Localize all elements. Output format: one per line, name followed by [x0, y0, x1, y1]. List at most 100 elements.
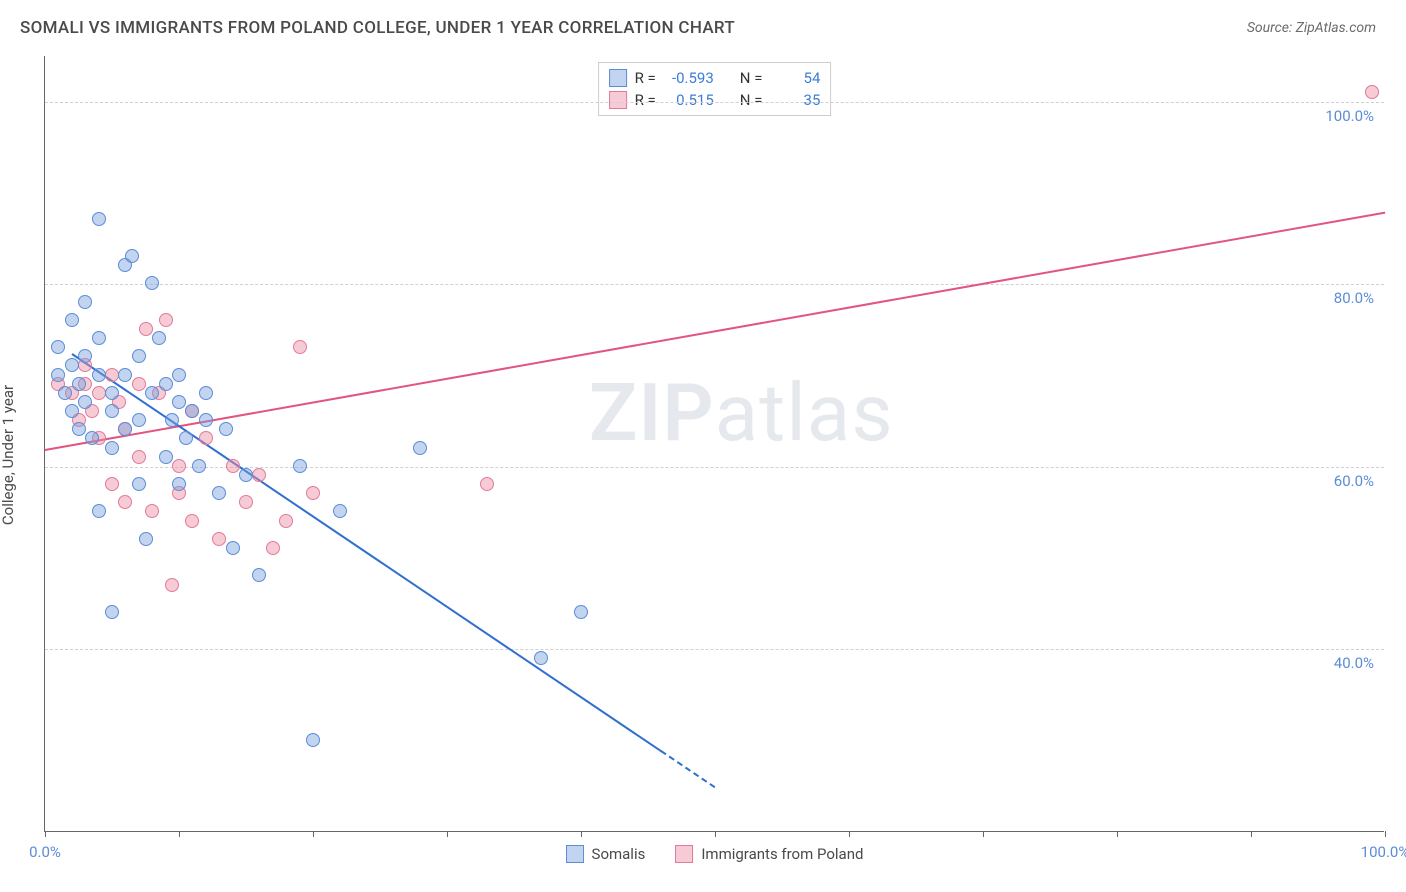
- data-point-somalis: [132, 477, 146, 491]
- swatch-poland-bottom: [675, 845, 693, 863]
- x-tick: [45, 831, 46, 837]
- data-point-somalis: [92, 331, 106, 345]
- legend-row-somalis: R = -0.593 N = 54: [609, 67, 821, 89]
- data-point-poland: [145, 504, 159, 518]
- data-point-poland: [226, 459, 240, 473]
- data-point-poland: [118, 495, 132, 509]
- data-point-somalis: [78, 349, 92, 363]
- data-point-poland: [92, 386, 106, 400]
- data-point-somalis: [65, 313, 79, 327]
- data-point-poland: [105, 368, 119, 382]
- data-point-poland: [105, 477, 119, 491]
- data-point-somalis: [199, 413, 213, 427]
- data-point-somalis: [92, 212, 106, 226]
- data-point-poland: [132, 450, 146, 464]
- x-tick-label: 0.0%: [29, 843, 61, 861]
- x-tick: [1385, 831, 1386, 837]
- n-value-poland: 35: [770, 91, 820, 109]
- swatch-somalis-bottom: [566, 845, 584, 863]
- data-point-somalis: [212, 486, 226, 500]
- chart-title: SOMALI VS IMMIGRANTS FROM POLAND COLLEGE…: [20, 18, 735, 38]
- data-point-somalis: [185, 404, 199, 418]
- y-tick-label: 100.0%: [1325, 107, 1374, 125]
- data-point-somalis: [145, 386, 159, 400]
- data-point-somalis: [105, 441, 119, 455]
- data-point-somalis: [139, 532, 153, 546]
- swatch-somalis: [609, 69, 627, 87]
- data-point-somalis: [65, 358, 79, 372]
- data-point-poland: [1365, 85, 1379, 99]
- swatch-poland: [609, 91, 627, 109]
- data-point-somalis: [58, 386, 72, 400]
- data-point-somalis: [92, 504, 106, 518]
- source-attribution: Source: ZipAtlas.com: [1247, 20, 1376, 36]
- x-tick: [715, 831, 716, 837]
- data-point-somalis: [199, 386, 213, 400]
- data-point-poland: [252, 468, 266, 482]
- data-point-poland: [159, 313, 173, 327]
- data-point-somalis: [159, 450, 173, 464]
- gridline: [45, 284, 1384, 285]
- data-point-somalis: [152, 331, 166, 345]
- data-point-poland: [239, 495, 253, 509]
- data-point-poland: [306, 486, 320, 500]
- data-point-somalis: [239, 468, 253, 482]
- n-value-somalis: 54: [770, 69, 820, 87]
- data-point-poland: [480, 477, 494, 491]
- data-point-somalis: [51, 340, 65, 354]
- data-point-somalis: [85, 431, 99, 445]
- data-point-somalis: [219, 422, 233, 436]
- data-point-somalis: [172, 477, 186, 491]
- data-point-poland: [199, 431, 213, 445]
- data-point-somalis: [165, 413, 179, 427]
- data-point-somalis: [105, 605, 119, 619]
- data-point-poland: [139, 322, 153, 336]
- data-point-somalis: [132, 413, 146, 427]
- y-tick-label: 60.0%: [1334, 472, 1374, 490]
- data-point-somalis: [105, 386, 119, 400]
- x-tick-label: 100.0%: [1361, 843, 1406, 861]
- y-axis-label: College, Under 1 year: [0, 385, 17, 525]
- legend-row-poland: R = 0.515 N = 35: [609, 89, 821, 111]
- data-point-poland: [266, 541, 280, 555]
- series-legend: Somalis Immigrants from Poland: [566, 845, 864, 863]
- r-value-poland: 0.515: [664, 91, 714, 109]
- x-tick: [447, 831, 448, 837]
- data-point-somalis: [118, 422, 132, 436]
- data-point-somalis: [413, 441, 427, 455]
- scatter-chart: ZIPatlas R = -0.593 N = 54 R = 0.515 N =…: [44, 56, 1384, 832]
- y-tick-label: 80.0%: [1334, 289, 1374, 307]
- data-point-somalis: [192, 459, 206, 473]
- trend-line: [661, 750, 716, 788]
- legend-item-poland: Immigrants from Poland: [675, 845, 863, 863]
- data-point-somalis: [172, 368, 186, 382]
- data-point-poland: [279, 514, 293, 528]
- data-point-somalis: [574, 605, 588, 619]
- data-point-somalis: [72, 377, 86, 391]
- data-point-somalis: [72, 422, 86, 436]
- data-point-poland: [293, 340, 307, 354]
- data-point-somalis: [92, 368, 106, 382]
- trend-line: [45, 211, 1385, 450]
- data-point-somalis: [333, 504, 347, 518]
- data-point-somalis: [252, 568, 266, 582]
- legend-item-somalis: Somalis: [566, 845, 646, 863]
- data-point-poland: [212, 532, 226, 546]
- y-tick-label: 40.0%: [1334, 654, 1374, 672]
- data-point-somalis: [145, 276, 159, 290]
- data-point-somalis: [65, 404, 79, 418]
- data-point-somalis: [293, 459, 307, 473]
- x-tick: [1251, 831, 1252, 837]
- data-point-somalis: [78, 395, 92, 409]
- x-tick: [849, 831, 850, 837]
- data-point-poland: [132, 377, 146, 391]
- trend-line: [71, 353, 662, 752]
- data-point-somalis: [226, 541, 240, 555]
- data-point-poland: [165, 578, 179, 592]
- x-tick: [313, 831, 314, 837]
- data-point-somalis: [534, 651, 548, 665]
- x-tick: [1117, 831, 1118, 837]
- data-point-somalis: [78, 295, 92, 309]
- x-tick: [581, 831, 582, 837]
- data-point-somalis: [159, 377, 173, 391]
